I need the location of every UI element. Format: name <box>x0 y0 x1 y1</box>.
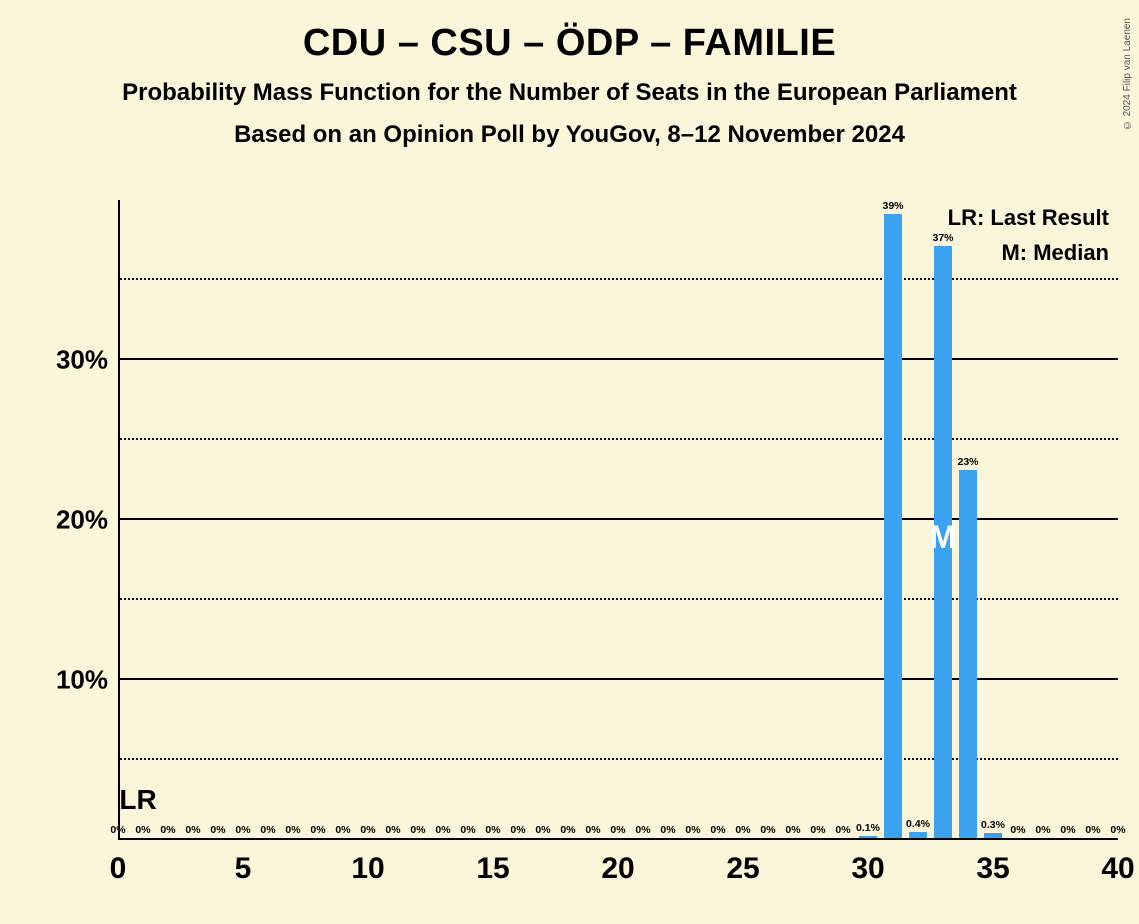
bar-label: 0% <box>535 824 550 836</box>
x-tick-label: 25 <box>726 852 759 886</box>
x-tick-label: 30 <box>851 852 884 886</box>
bar-label: 0% <box>610 824 625 836</box>
bar-label: 0% <box>1085 824 1100 836</box>
bar-label: 0% <box>1110 824 1125 836</box>
bar-label: 0% <box>235 824 250 836</box>
bar-label: 0% <box>760 824 775 836</box>
bar-label: 0% <box>385 824 400 836</box>
y-axis <box>118 200 120 840</box>
chart-subtitle-2: Based on an Opinion Poll by YouGov, 8–12… <box>0 121 1139 149</box>
bar-label: 0% <box>735 824 750 836</box>
bar-label: 0% <box>785 824 800 836</box>
median-marker: M <box>930 519 957 556</box>
x-tick-label: 35 <box>976 852 1009 886</box>
bar-label: 0.3% <box>981 819 1005 831</box>
bar <box>959 470 978 838</box>
bar-label: 0% <box>835 824 850 836</box>
bar-label: 0% <box>185 824 200 836</box>
bar-label: 37% <box>932 232 953 244</box>
lr-marker: LR <box>119 784 156 816</box>
copyright: © 2024 Filip van Laenen <box>1122 18 1133 130</box>
plot-area: 10%20%30%05101520253035400%0%0%0%0%0%0%0… <box>118 200 1118 840</box>
y-tick-label: 10% <box>28 665 108 696</box>
bar-label: 0% <box>485 824 500 836</box>
bar-label: 39% <box>882 200 903 212</box>
pmf-chart: 10%20%30%05101520253035400%0%0%0%0%0%0%0… <box>118 200 1118 840</box>
grid-minor <box>120 438 1118 440</box>
bar <box>984 833 1003 838</box>
bar-label: 0% <box>435 824 450 836</box>
bar-label: 0.4% <box>906 818 930 830</box>
y-tick-label: 20% <box>28 505 108 536</box>
x-tick-label: 10 <box>351 852 384 886</box>
bar-label: 0% <box>360 824 375 836</box>
bar-label: 0% <box>460 824 475 836</box>
chart-title: CDU – CSU – ÖDP – FAMILIE <box>0 0 1139 65</box>
bar-label: 0% <box>210 824 225 836</box>
bar <box>909 832 928 838</box>
x-tick-label: 20 <box>601 852 634 886</box>
bar-label: 0% <box>335 824 350 836</box>
bar <box>884 214 903 838</box>
grid-minor <box>120 278 1118 280</box>
x-tick-label: 5 <box>235 852 252 886</box>
chart-subtitle-1: Probability Mass Function for the Number… <box>0 79 1139 107</box>
bar-label: 0% <box>585 824 600 836</box>
x-tick-label: 40 <box>1101 852 1134 886</box>
bar-label: 0% <box>1010 824 1025 836</box>
bar <box>859 836 878 838</box>
bar-label: 0% <box>260 824 275 836</box>
x-tick-label: 0 <box>110 852 127 886</box>
bar-label: 0.1% <box>856 822 880 834</box>
x-tick-label: 15 <box>476 852 509 886</box>
bar-label: 23% <box>957 456 978 468</box>
bar-label: 0% <box>1035 824 1050 836</box>
bar-label: 0% <box>560 824 575 836</box>
bar-label: 0% <box>635 824 650 836</box>
bar-label: 0% <box>685 824 700 836</box>
bar-label: 0% <box>285 824 300 836</box>
bar-label: 0% <box>135 824 150 836</box>
bar-label: 0% <box>160 824 175 836</box>
grid-major <box>120 358 1118 360</box>
bar-label: 0% <box>1060 824 1075 836</box>
bar-label: 0% <box>510 824 525 836</box>
bar-label: 0% <box>110 824 125 836</box>
bar-label: 0% <box>310 824 325 836</box>
bar-label: 0% <box>410 824 425 836</box>
bar-label: 0% <box>810 824 825 836</box>
bar-label: 0% <box>710 824 725 836</box>
y-tick-label: 30% <box>28 345 108 376</box>
x-axis <box>118 838 1118 840</box>
bar-label: 0% <box>660 824 675 836</box>
